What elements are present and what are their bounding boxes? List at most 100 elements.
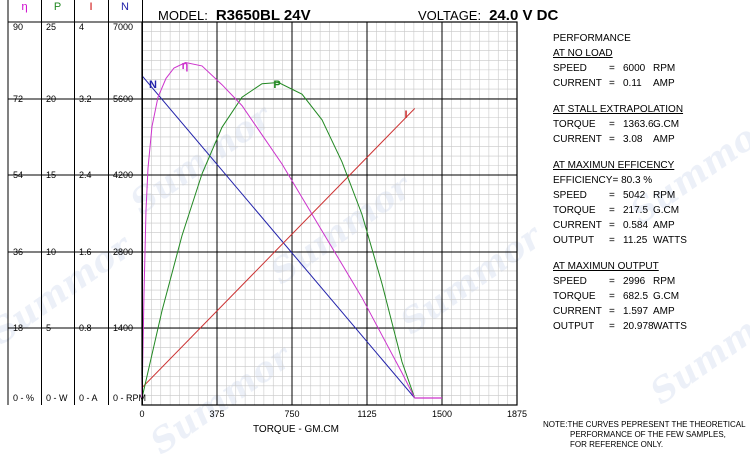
scale-tick-label: 5 <box>46 323 52 333</box>
scale-tick-label: 54 <box>13 170 24 180</box>
stat-v: 20.978 <box>623 321 654 332</box>
stat-row: TORQUE = 682.5 G.CM <box>553 289 743 304</box>
scale-tick-label: 5600 <box>113 94 134 104</box>
max-efficiency-title: AT MAXIMUN EFFICENCY <box>553 160 675 171</box>
series-line-I <box>141 108 416 389</box>
stat-k: TORQUE <box>553 291 596 302</box>
stat-u: AMP <box>653 78 675 89</box>
efficiency-value: EFFICIENCY= 80.3 % <box>553 175 653 186</box>
model-label: MODEL: <box>158 8 208 23</box>
scale-head: N <box>121 1 129 13</box>
stat-eq: = <box>609 235 615 246</box>
scale-tick-label: 1.6 <box>79 247 92 257</box>
stat-row: OUTPUT = 11.25 WATTS <box>553 233 743 248</box>
max-efficiency-rows: SPEED = 5042 RPM TORQUE = 217.5 G.CM CURRENT = 0.5… <box>553 188 743 248</box>
scale-head: I <box>89 1 93 13</box>
stat-eq: = <box>609 134 615 145</box>
scale-head: η <box>21 1 28 13</box>
stat-k: OUTPUT <box>553 235 595 246</box>
stat-k: TORQUE <box>553 119 596 130</box>
stat-u: G.CM <box>653 291 680 302</box>
scale-tick-label: 72 <box>13 94 24 104</box>
stat-k: OUTPUT <box>553 321 595 332</box>
stat-u: WATTS <box>653 321 687 332</box>
model-header: MODEL: R3650BL 24V <box>158 7 311 24</box>
stat-k: CURRENT <box>553 78 602 89</box>
stat-row: TORQUE = 217.5 G.CM <box>553 203 743 218</box>
stat-row: CURRENT = 0.11 AMP <box>553 76 743 91</box>
series-line-η <box>141 61 416 399</box>
stat-row: TORQUE = 1363.6 G.CM <box>553 117 743 132</box>
scale-tick-label: 4 <box>79 22 85 32</box>
scale-tick-label: 2800 <box>113 247 134 257</box>
x-tick-label: 1875 <box>507 409 527 419</box>
no-load-title: AT NO LOAD <box>553 48 613 59</box>
stat-u: WATTS <box>653 235 687 246</box>
stat-row: CURRENT = 1.597 AMP <box>553 304 743 319</box>
stat-k: SPEED <box>553 63 587 74</box>
scale-tick-label: 36 <box>13 247 24 257</box>
model-value: R3650BL 24V <box>215 7 311 24</box>
stat-u: AMP <box>653 134 675 145</box>
stat-row: OUTPUT = 20.978 WATTS <box>553 319 743 334</box>
scale-tick-label: 2.4 <box>79 170 92 180</box>
stat-v: 3.08 <box>623 134 643 145</box>
stat-v: 6000 <box>623 63 646 74</box>
stat-eq: = <box>609 78 615 89</box>
stat-v: 0.11 <box>623 78 642 89</box>
scale-tick-label: 0 - W <box>46 393 68 403</box>
performance-heading: PERFORMANCE <box>553 33 631 44</box>
x-tick-label: 750 <box>284 409 299 419</box>
series-line-N <box>141 75 416 399</box>
stat-v: 5042 <box>623 190 646 201</box>
stat-eq: = <box>609 220 615 231</box>
stat-k: CURRENT <box>553 306 602 317</box>
max-output-title: AT MAXIMUN OUTPUT <box>553 261 659 272</box>
scale-tick-label: 18 <box>13 323 24 333</box>
stat-k: SPEED <box>553 190 587 201</box>
stat-v: 11.25 <box>623 235 648 246</box>
max-output-rows: SPEED = 2996 RPM TORQUE = 682.5 G.CM CURRENT = 1.5… <box>553 274 743 334</box>
stat-row: CURRENT = 3.08 AMP <box>553 132 743 147</box>
stat-row: SPEED = 5042 RPM <box>553 188 743 203</box>
stat-row: CURRENT = 0.584 AMP <box>553 218 743 233</box>
performance-panel: PERFORMANCE AT NO LOAD SPEED = 6000 RPM CURR… <box>553 31 743 334</box>
x-tick-label: 375 <box>209 409 224 419</box>
scale-tick-label: 0.8 <box>79 323 92 333</box>
scale-tick-label: 25 <box>46 22 57 32</box>
stat-eq: = <box>609 205 615 216</box>
stall-title: AT STALL EXTRAPOLATION <box>553 104 684 115</box>
scale-tick-label: 7000 <box>113 22 134 32</box>
x-tick-label: 0 <box>139 409 144 419</box>
stat-eq: = <box>609 321 615 332</box>
stat-u: G.CM <box>653 119 680 130</box>
stat-u: G.CM <box>653 205 680 216</box>
scale-tick-label: 0 - RPM <box>113 393 147 403</box>
stat-eq: = <box>609 190 615 201</box>
stat-u: RPM <box>653 190 676 201</box>
stat-u: RPM <box>653 276 676 287</box>
stat-eq: = <box>609 291 615 302</box>
series-label-η: η <box>182 60 189 72</box>
stat-v: 1363.6 <box>623 119 654 130</box>
scale-column: N 7000 5600 4200 2800 1400 0 - RPM <box>108 0 147 405</box>
scale-tick-label: 15 <box>46 170 57 180</box>
stat-u: AMP <box>653 220 675 231</box>
series-label-N: N <box>149 79 157 91</box>
footnote-line-1: NOTE:THE CURVES PEPRESENT THE THEORETICA… <box>543 420 746 429</box>
no-load-rows: SPEED = 6000 RPM CURRENT = 0.11 AMP <box>553 61 743 91</box>
voltage-value: 24.0 V DC <box>489 7 559 24</box>
stall-rows: TORQUE = 1363.6 G.CM CURRENT = 3.08 AMP <box>553 117 743 147</box>
scale-column: I 4 3.2 2.4 1.6 0.8 0 - A <box>74 0 109 405</box>
scale-tick-label: 0 - A <box>79 393 98 403</box>
stat-row: SPEED = 6000 RPM <box>553 61 743 76</box>
stat-k: TORQUE <box>553 205 596 216</box>
stat-k: SPEED <box>553 276 587 287</box>
scale-column: P 25 20 15 10 5 0 - W <box>41 0 75 405</box>
stat-v: 0.584 <box>623 220 649 231</box>
stat-u: AMP <box>653 306 675 317</box>
footnote: NOTE:THE CURVES PEPRESENT THE THEORETICA… <box>543 420 746 450</box>
scale-tick-label: 20 <box>46 94 57 104</box>
scale-column: η 90 72 54 36 18 0 - % <box>8 0 42 405</box>
